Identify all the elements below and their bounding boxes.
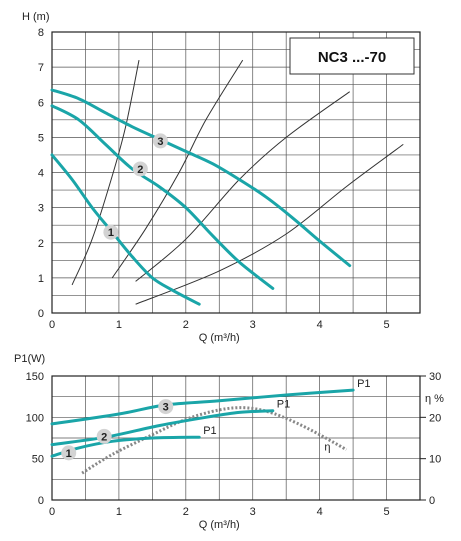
y-tick-label: 150 [26,371,44,383]
y2-tick-label: 20 [429,412,441,424]
y-tick-label: 3 [38,203,44,215]
x-tick-label: 3 [250,319,256,331]
plot-frame [51,375,421,501]
x-tick-label: 4 [317,319,323,331]
y-tick-label: 6 [38,97,44,109]
x-tick-label: 5 [383,506,389,518]
x-tick-label: 3 [250,506,256,518]
y-tick-label: 100 [26,412,44,424]
x-tick-label: 0 [49,319,55,331]
y-tick-label: 1 [38,273,44,285]
speed-badge-3 [152,133,168,149]
y2-tick-label: 30 [429,371,441,383]
speed-badge-1 [61,445,77,461]
x-tick-label: 5 [383,319,389,331]
y-tick-label: 50 [32,454,44,466]
speed-badge-3 [158,399,174,415]
y2-axis-label: η % [425,393,444,405]
system-curve [111,59,244,279]
title-box [289,37,415,75]
plot-frame [51,31,421,314]
speed-badge-2 [96,428,112,444]
x-tick-label: 2 [183,506,189,518]
speed-badge-label: 3 [163,402,169,414]
efficiency-label: η [324,442,330,454]
x-tick-label: 4 [317,506,323,518]
y-tick-label: 5 [38,132,44,144]
speed-badge-label: 1 [108,227,114,239]
pump-curve-speed-1 [50,153,201,306]
x-axis-label: Q (m³/h) [199,519,240,531]
y-tick-label: 0 [38,495,44,507]
y-axis-label: H (m) [22,11,50,23]
speed-badge-1 [103,224,119,240]
speed-badge-2 [132,161,148,177]
power-curve-label: P1 [277,399,290,411]
x-axis-label: Q (m³/h) [199,332,240,344]
speed-badge-label: 2 [101,431,107,443]
system-curve [135,143,404,305]
chart-title: NC3 ...-70 [318,49,386,66]
y-tick-label: 8 [38,27,44,39]
power-curve-speed-3 [50,388,355,426]
system-curve [71,60,140,286]
y2-tick-label: 10 [429,454,441,466]
speed-badge-label: 1 [66,448,72,460]
y-tick-label: 4 [38,168,44,180]
speed-badge-label: 3 [157,136,163,148]
y-tick-label: 7 [38,62,44,74]
y-tick-label: 0 [38,308,44,320]
power-curve-label: P1 [357,378,370,390]
x-tick-label: 0 [49,506,55,518]
y-tick-label: 2 [38,238,44,250]
pump-curve-speed-2 [50,104,275,290]
power-curve-label: P1 [203,425,216,437]
x-tick-label: 1 [116,319,122,331]
x-tick-label: 1 [116,506,122,518]
pump-curve-speed-3 [50,88,352,268]
efficiency-curve [81,406,348,475]
y2-tick-label: 0 [429,495,435,507]
speed-badge-label: 2 [137,164,143,176]
y-axis-label: P1(W) [14,353,45,365]
x-tick-label: 2 [183,319,189,331]
